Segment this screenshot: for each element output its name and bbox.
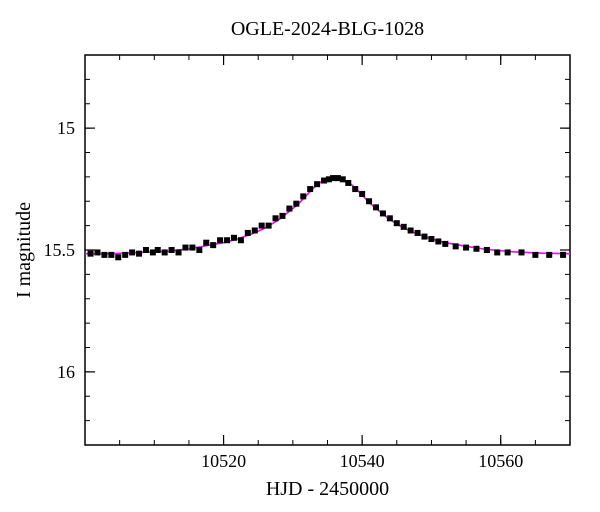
data-point [231, 235, 237, 241]
chart-title: OGLE-2024-BLG-1028 [231, 18, 424, 40]
data-point [484, 247, 490, 253]
y-tick-label: 16 [57, 362, 75, 382]
data-point [259, 223, 265, 229]
data-point [340, 176, 346, 182]
data-point [238, 237, 244, 243]
data-point [169, 247, 175, 253]
data-point [182, 245, 188, 251]
data-point [136, 251, 142, 257]
data-point [108, 252, 114, 258]
data-point [286, 206, 292, 212]
x-axis-label: HJD - 2450000 [266, 478, 389, 500]
data-point [345, 180, 351, 186]
data-point [210, 242, 216, 248]
data-point [415, 230, 421, 236]
data-point [519, 249, 525, 255]
data-point [442, 241, 448, 247]
data-point [359, 191, 365, 197]
chart-svg: OGLE-2024-BLG-1028 10520 10540 10560 15 15.5 1… [0, 0, 600, 512]
data-point [279, 213, 285, 219]
y-axis-label: I magnitude [13, 202, 35, 298]
data-point [94, 249, 100, 255]
data-point [129, 249, 135, 255]
data-point [380, 210, 386, 216]
data-point [394, 220, 400, 226]
data-point [101, 252, 107, 258]
data-point [435, 238, 441, 244]
data-point [546, 252, 552, 258]
data-point [422, 234, 428, 240]
data-point [217, 237, 223, 243]
data-point [505, 249, 511, 255]
data-point [224, 237, 230, 243]
data-point [162, 249, 168, 255]
y-tick-label: 15.5 [44, 240, 76, 260]
data-point [314, 181, 320, 187]
data-point [453, 243, 459, 249]
data-point [293, 201, 299, 207]
data-point [115, 254, 121, 260]
data-point [252, 228, 258, 234]
data-point [532, 252, 538, 258]
x-tick-label: 10560 [478, 451, 523, 471]
data-point [408, 228, 414, 234]
data-point [352, 186, 358, 192]
data-point [560, 252, 566, 258]
data-point [189, 245, 195, 251]
data-point [143, 247, 149, 253]
data-point [196, 247, 202, 253]
data-point [203, 240, 209, 246]
data-point [155, 247, 161, 253]
y-tick-label: 15 [57, 118, 75, 138]
data-point [387, 215, 393, 221]
data-point [473, 246, 479, 252]
data-point [428, 236, 434, 242]
data-point [401, 224, 407, 230]
model-curve [85, 178, 570, 254]
data-point [463, 245, 469, 251]
data-point [245, 230, 251, 236]
data-point [122, 252, 128, 258]
data-point [300, 193, 306, 199]
x-tick-label: 10540 [340, 451, 385, 471]
x-tick-label: 10520 [201, 451, 246, 471]
data-point [366, 198, 372, 204]
data-point [373, 204, 379, 210]
data-point [273, 215, 279, 221]
light-curve-chart: OGLE-2024-BLG-1028 10520 10540 10560 15 15.5 1… [0, 0, 600, 512]
data-point [176, 249, 182, 255]
data-point [494, 249, 500, 255]
data-point [266, 223, 272, 229]
data-point [307, 186, 313, 192]
data-point [88, 251, 94, 257]
